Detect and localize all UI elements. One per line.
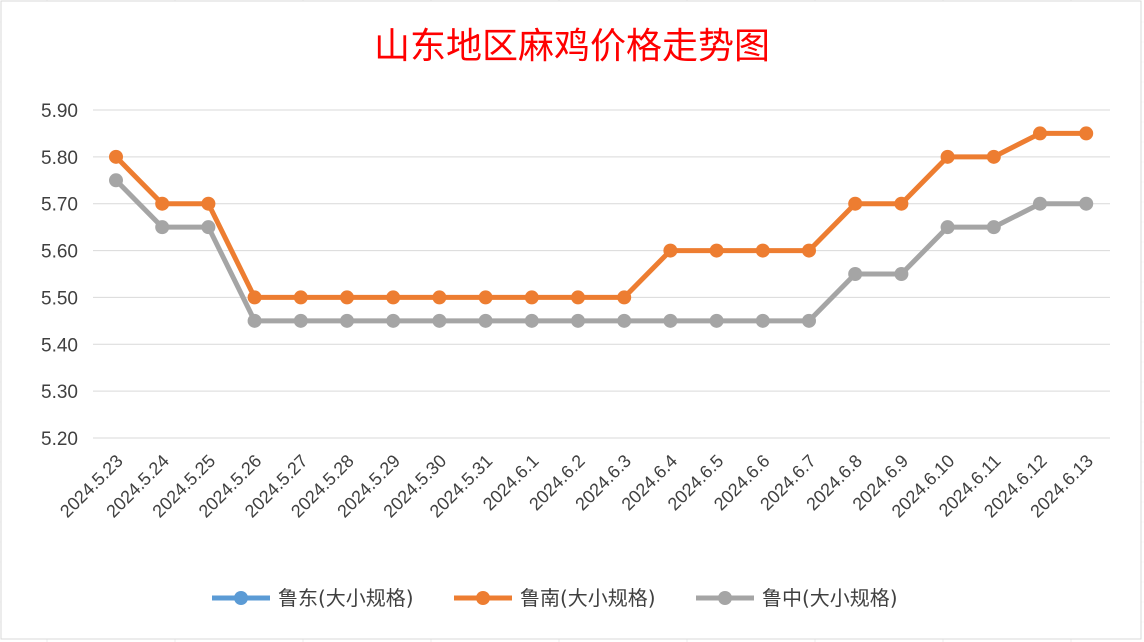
series-line xyxy=(114,130,1087,300)
data-point xyxy=(802,313,816,328)
data-point xyxy=(894,267,909,281)
data-point xyxy=(1033,126,1047,141)
data-point xyxy=(663,313,678,328)
data-point xyxy=(617,290,632,305)
y-tick-label: 5.80 xyxy=(41,148,78,169)
data-point xyxy=(755,313,770,328)
data-point xyxy=(524,290,539,305)
data-point xyxy=(571,290,585,305)
data-point xyxy=(478,290,493,305)
y-tick-label: 5.20 xyxy=(41,429,78,450)
data-point xyxy=(478,313,493,328)
data-point xyxy=(663,243,678,258)
data-point xyxy=(848,196,863,211)
data-point xyxy=(155,196,170,211)
series-group xyxy=(109,126,1094,305)
data-point xyxy=(709,313,724,328)
data-point xyxy=(848,267,863,281)
y-tick-label: 5.60 xyxy=(41,242,78,263)
data-point xyxy=(755,243,770,258)
data-point xyxy=(340,313,354,328)
data-point xyxy=(1033,196,1047,211)
data-point xyxy=(293,290,308,305)
data-point xyxy=(247,313,262,328)
data-point xyxy=(940,220,955,235)
legend-label: 鲁东(大小规格) xyxy=(278,586,414,610)
legend-item: 鲁中(大小规格) xyxy=(696,586,898,610)
data-point xyxy=(1079,126,1094,141)
data-point xyxy=(340,290,354,305)
y-tick-label: 5.90 xyxy=(41,101,78,122)
data-point xyxy=(524,313,539,328)
data-point xyxy=(894,196,909,211)
data-point xyxy=(709,243,724,258)
data-point xyxy=(986,220,1001,235)
data-point xyxy=(940,149,955,164)
data-point xyxy=(201,220,216,235)
series-layer xyxy=(109,126,1094,328)
legend-item: 鲁东(大小规格) xyxy=(212,586,414,610)
data-point xyxy=(617,313,632,328)
data-point xyxy=(802,243,816,258)
data-point xyxy=(247,290,262,305)
legend-swatch-marker xyxy=(476,591,490,605)
legend-label: 鲁中(大小规格) xyxy=(762,586,898,610)
data-point xyxy=(155,220,170,235)
data-point xyxy=(293,313,308,328)
data-point xyxy=(986,149,1001,164)
data-point xyxy=(109,173,123,188)
y-tick-label: 5.70 xyxy=(41,195,78,216)
legend-swatch-marker xyxy=(718,591,732,605)
legend-label: 鲁南(大小规格) xyxy=(520,586,656,610)
data-point xyxy=(571,313,585,328)
y-tick-label: 5.30 xyxy=(41,382,78,403)
data-point xyxy=(432,290,447,305)
data-point xyxy=(109,149,123,164)
data-point xyxy=(386,313,401,328)
y-tick-label: 5.40 xyxy=(41,335,78,356)
data-point xyxy=(386,290,401,305)
data-point xyxy=(201,196,216,211)
series-line xyxy=(114,178,1087,324)
legend: 鲁东(大小规格) 鲁南(大小规格) 鲁中(大小规格) xyxy=(212,586,898,610)
y-tick-label: 5.50 xyxy=(41,288,78,309)
y-axis-tick-labels: 5.20 5.30 5.40 5.50 5.60 5.70 5.80 5.90 xyxy=(41,101,78,450)
data-point xyxy=(432,313,447,328)
legend-item: 鲁南(大小规格) xyxy=(454,586,656,610)
chart-title: 山东地区麻鸡价格走势图 xyxy=(374,26,770,67)
data-point xyxy=(1079,196,1094,211)
series-group xyxy=(109,173,1094,328)
legend-swatch-marker xyxy=(234,591,248,605)
